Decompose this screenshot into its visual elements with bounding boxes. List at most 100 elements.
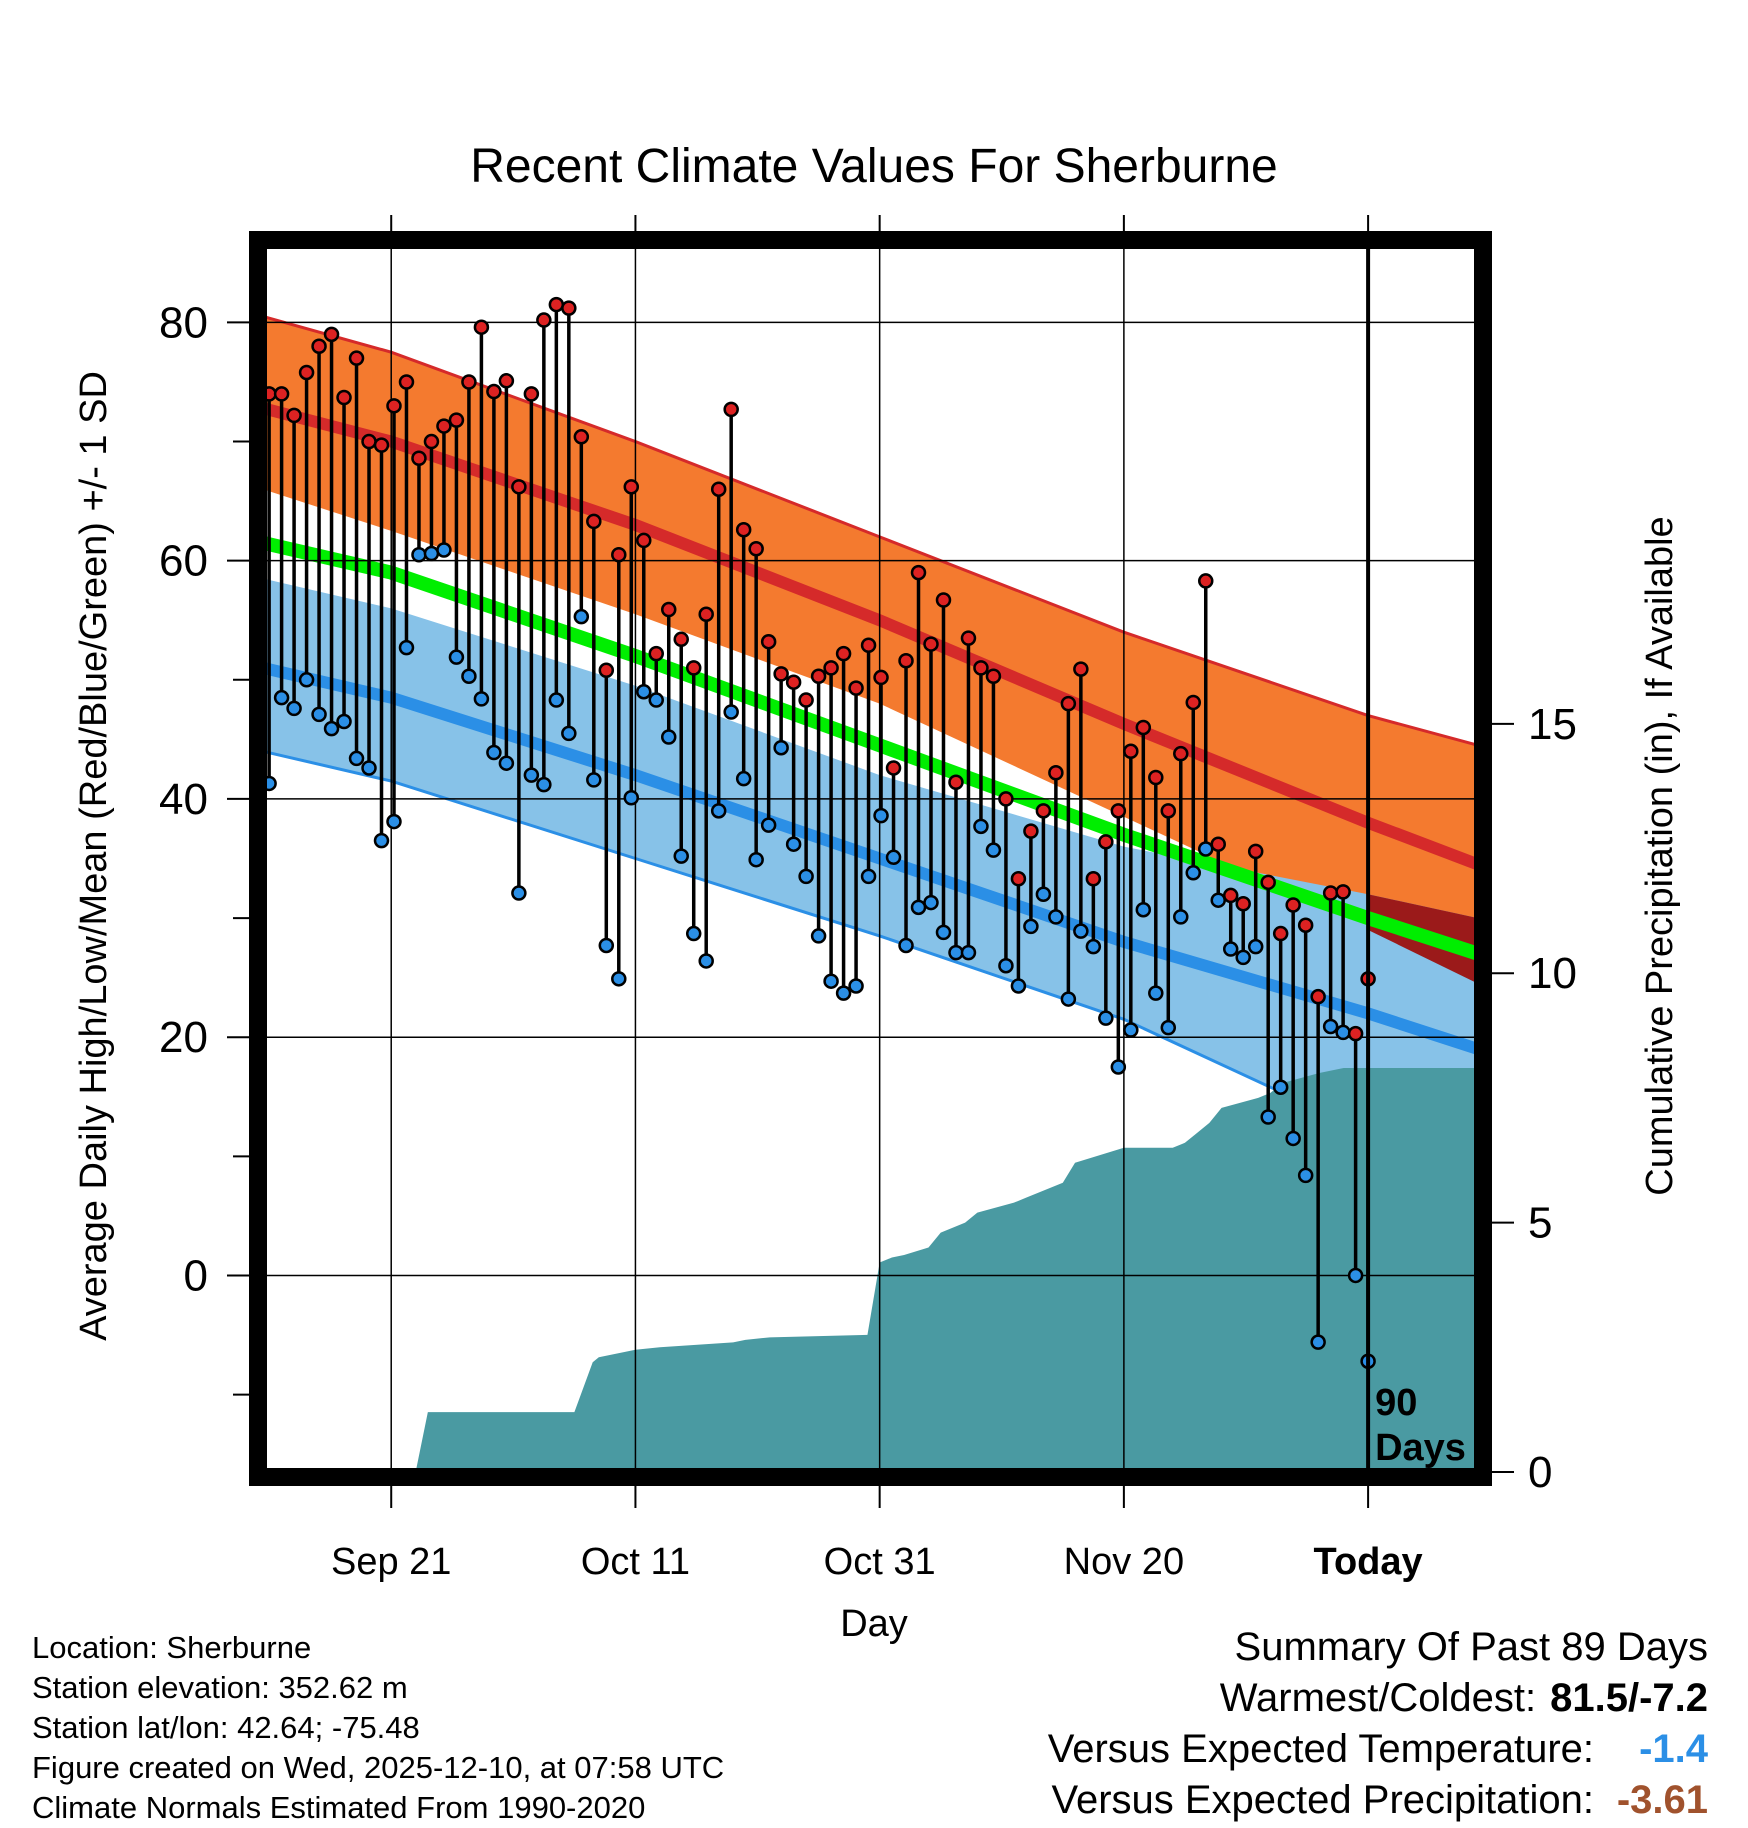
daily-low-point [1347,1267,1364,1284]
daily-low-point [298,672,315,688]
daily-high-point [760,633,777,650]
y2-tick-label: 5 [1528,1199,1552,1248]
daily-low-point [973,818,989,835]
daily-high-point [1185,694,1202,711]
daily-high-point [798,692,814,708]
daily-low-point [948,944,964,961]
y-tick-label: 40 [159,775,208,824]
daily-low-point [511,885,527,901]
daily-low-point [835,985,852,1001]
daily-high-point [773,666,789,682]
daily-high-point [498,373,515,389]
daily-high-point [611,546,627,563]
today-days-label: Days [1375,1427,1466,1469]
summary-precip-row: Versus Expected Precipitation: -3.61 [1048,1775,1708,1826]
daily-high-point [998,791,1014,807]
daily-high-point [1310,988,1326,1005]
daily-low-point [598,937,615,954]
daily-low-point [548,692,565,708]
daily-low-point [323,720,340,737]
daily-high-point [1322,885,1339,901]
meta-created: Figure created on Wed, 2025-12-10, at 07… [32,1750,725,1785]
daily-low-point [1297,1167,1314,1184]
daily-low-point [885,849,902,866]
daily-high-point [448,412,465,428]
daily-high-point [1135,719,1152,736]
daily-low-point [348,750,365,767]
daily-high-point [1247,843,1264,860]
meta-normals: Climate Normals Estimated From 1990-2020 [32,1790,646,1825]
summary-panel: Summary Of Past 89 Days Warmest/Coldest:… [1048,1622,1708,1826]
daily-high-point [985,668,1002,684]
daily-high-point [598,662,615,679]
x-tick-label: Oct 31 [824,1541,936,1583]
daily-high-point [1297,917,1314,933]
daily-low-point [273,689,290,706]
daily-low-point [636,683,652,700]
meta-latlon: Station lat/lon: 42.64; -75.48 [32,1710,420,1745]
daily-high-point [548,296,565,313]
daily-high-point [885,760,902,776]
daily-high-point [636,532,652,549]
daily-high-point [1073,661,1089,677]
daily-low-point [461,668,477,684]
daily-low-point [523,767,540,783]
daily-low-point [1073,923,1089,939]
daily-high-point [473,319,490,335]
daily-low-point [1322,1018,1339,1035]
daily-high-point [436,418,452,434]
daily-low-point [860,868,877,885]
plot-frame [249,231,1492,1486]
daily-high-point [511,479,527,495]
daily-low-point [498,755,515,771]
daily-low-point [1335,1024,1351,1041]
daily-high-point [1285,897,1301,913]
daily-low-point [998,957,1014,974]
daily-low-point [648,692,665,708]
x-tick-label: Nov 20 [1064,1541,1184,1583]
daily-low-point [473,691,490,707]
daily-low-point [1148,985,1164,1001]
daily-high-point [1098,834,1114,850]
daily-high-point [336,389,352,406]
daily-low-point [985,842,1002,858]
daily-high-point [1272,925,1289,942]
daily-high-point [1085,871,1102,887]
daily-high-point [1347,1025,1364,1042]
daily-high-point [1335,884,1351,900]
daily-high-point [1035,803,1052,819]
daily-low-point [848,978,864,994]
x-tick-label: Sep 21 [331,1541,451,1583]
daily-low-point [1035,886,1052,902]
daily-low-point [923,894,939,911]
daily-high-point [973,660,989,676]
daily-low-point [773,739,789,756]
meta-location: Location: Sherburne [32,1630,312,1665]
daily-high-point [810,668,827,684]
daily-high-point [685,660,702,676]
x-tick-label: Oct 11 [581,1541,690,1583]
daily-high-point [935,592,952,608]
daily-high-point [1123,743,1139,760]
daily-high-point [785,674,802,690]
daily-low-point [423,545,440,562]
daily-low-point [336,713,352,730]
precip-label: Versus Expected Precipitation: [1051,1778,1594,1822]
daily-high-point [698,606,714,623]
daily-low-point [536,776,552,793]
daily-low-point [810,928,827,944]
x-axis-label: Day [840,1603,908,1645]
daily-low-point [673,848,689,864]
daily-low-point [1023,918,1039,935]
y-axis-label: Average Daily High/Low/Mean (Red/Blue/Gr… [73,371,115,1341]
daily-high-point [1222,887,1239,904]
y2-axis-label: Cumulative Precipitation (in), If Availa… [1639,516,1681,1195]
daily-high-point [311,338,327,355]
daily-low-point [1060,991,1077,1007]
daily-high-point [1110,803,1127,819]
daily-low-point [448,649,465,665]
today-days-number: 90 [1375,1382,1417,1424]
daily-high-point [298,364,315,381]
daily-high-point [660,601,677,618]
daily-low-point [910,899,927,916]
